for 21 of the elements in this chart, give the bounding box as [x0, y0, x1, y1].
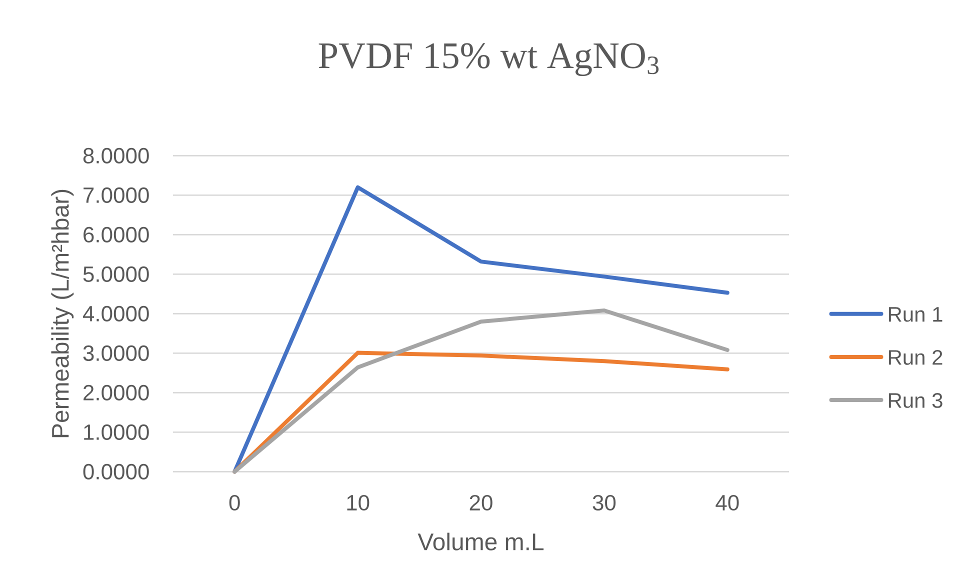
y-tick-label: 4.0000 — [82, 306, 149, 322]
x-tick-label: 30 — [592, 494, 616, 511]
chart-title: PVDF 15% wt AgNO$_{3}$ — [318, 43, 659, 76]
y-tick-label: 3.0000 — [83, 345, 149, 361]
y-tick-label: 5.0000 — [83, 266, 149, 282]
y-tick-label: 8.0000 — [83, 148, 149, 164]
x-tick-label: 40 — [716, 494, 739, 511]
y-tick-label: 1.0000 — [84, 424, 149, 440]
y-tick-label: 2.0000 — [84, 384, 149, 400]
x-tick-label: 0 — [229, 494, 240, 511]
line-series — [232, 308, 730, 474]
y-tick-label: 7.0000 — [84, 187, 149, 203]
x-axis-title: Volume m.L — [418, 532, 544, 550]
x-tick-label: 10 — [347, 494, 370, 511]
legend-label: Run 3 — [888, 393, 942, 408]
legend-label: Run 1 — [888, 307, 942, 322]
x-tick-label: 20 — [470, 494, 492, 511]
legend-label: Run 2 — [888, 350, 942, 365]
y-tick-label: 6.0000 — [84, 226, 149, 242]
y-axis-title: Permeability (L/m²hbar) — [51, 190, 74, 438]
y-tick-label: 0.0000 — [83, 464, 149, 480]
